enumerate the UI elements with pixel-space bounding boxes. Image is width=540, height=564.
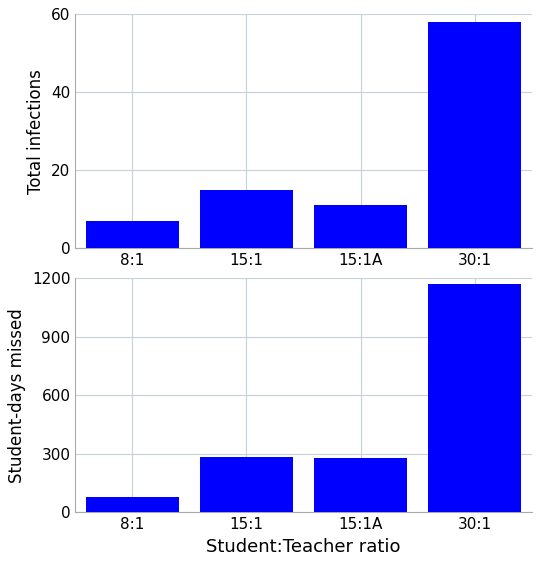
Bar bbox=[428, 284, 522, 512]
Bar bbox=[85, 497, 179, 512]
Bar bbox=[200, 190, 293, 248]
X-axis label: Student:Teacher ratio: Student:Teacher ratio bbox=[206, 537, 401, 556]
Bar bbox=[85, 221, 179, 248]
Bar bbox=[314, 457, 407, 512]
Bar bbox=[428, 22, 522, 248]
Bar bbox=[200, 457, 293, 512]
Y-axis label: Total infections: Total infections bbox=[28, 69, 45, 194]
Bar bbox=[314, 205, 407, 248]
Y-axis label: Student-days missed: Student-days missed bbox=[8, 308, 26, 483]
